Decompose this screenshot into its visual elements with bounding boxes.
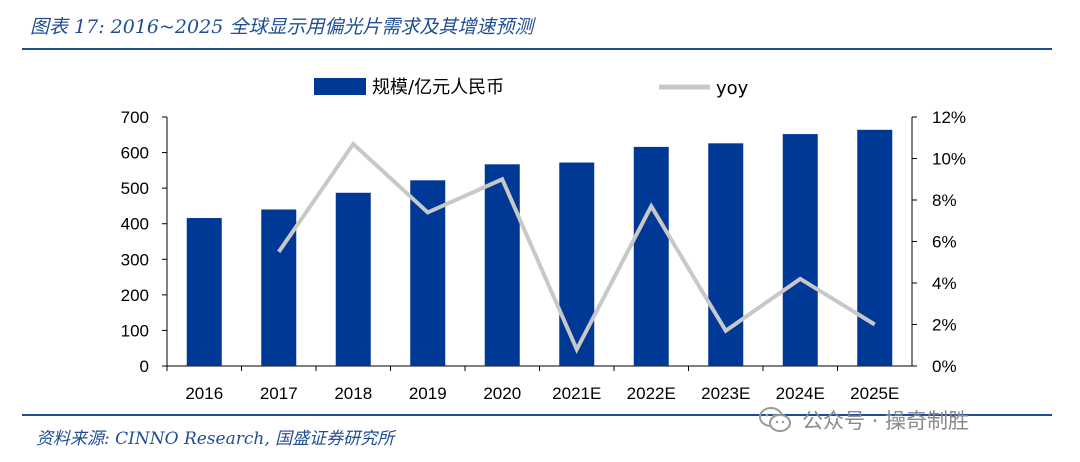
watermark: 公众号 · 操奇制胜	[758, 400, 969, 440]
source-note: 资料来源: CINNO Research, 国盛证券研究所	[36, 429, 395, 449]
legend-label-line: yoy	[716, 78, 749, 99]
y-right-tick-label: 6%	[932, 233, 957, 252]
yoy-line	[277, 140, 876, 355]
y-left-tick-label: 100	[121, 321, 149, 340]
x-tick-label: 2019	[409, 384, 447, 403]
bar	[484, 164, 520, 366]
y-right-tick-label: 0%	[932, 357, 957, 376]
bar	[857, 129, 893, 366]
y-left-tick-label: 0	[140, 357, 149, 376]
watermark-text: 公众号 · 操奇制胜	[802, 409, 970, 433]
y-right-tick-label: 2%	[932, 316, 957, 335]
x-tick-label: 2025E	[850, 384, 899, 403]
y-right-tick-label: 10%	[932, 150, 966, 169]
y-left-tick-label: 200	[121, 286, 149, 305]
x-tick-label: 2018	[334, 384, 372, 403]
wechat-icon	[759, 407, 791, 432]
bar	[633, 146, 669, 366]
source-divider	[22, 414, 1052, 416]
bar	[335, 192, 371, 366]
figure-title: 图表 17: 2016~2025 全球显示用偏光片需求及其增速预测	[30, 16, 534, 38]
bar	[186, 218, 222, 366]
x-tick-label: 2024E	[776, 384, 825, 403]
x-tick-label: 2017	[260, 384, 298, 403]
title-divider	[22, 48, 1052, 50]
x-tick-label: 2020	[483, 384, 521, 403]
x-tick-label: 2022E	[627, 384, 676, 403]
y-right-tick-label: 8%	[932, 191, 957, 210]
y-right-tick-label: 12%	[932, 108, 966, 127]
y-left-tick-label: 600	[121, 144, 149, 163]
y-left-tick-label: 500	[121, 179, 149, 198]
figure-header: 图表 17: 2016~2025 全球显示用偏光片需求及其增速预测	[0, 0, 1080, 52]
bar	[559, 162, 595, 366]
y-left-tick-label: 400	[121, 215, 149, 234]
y-left-tick-label: 300	[121, 250, 149, 269]
x-tick-label: 2016	[185, 384, 223, 403]
legend-label-bar: 规模/亿元人民币	[372, 77, 504, 98]
y-left-tick-label: 700	[121, 108, 149, 127]
y-right-tick-label: 4%	[932, 274, 957, 293]
combo-chart: 0 100 200 300 400 500 600 700 0% 2% 4% 6% 8% 10% 12% 20…	[121, 77, 966, 403]
legend-swatch-bar	[314, 78, 366, 95]
bar	[782, 134, 818, 366]
x-tick-label: 2023E	[701, 384, 750, 403]
x-tick-label: 2021E	[552, 384, 601, 403]
